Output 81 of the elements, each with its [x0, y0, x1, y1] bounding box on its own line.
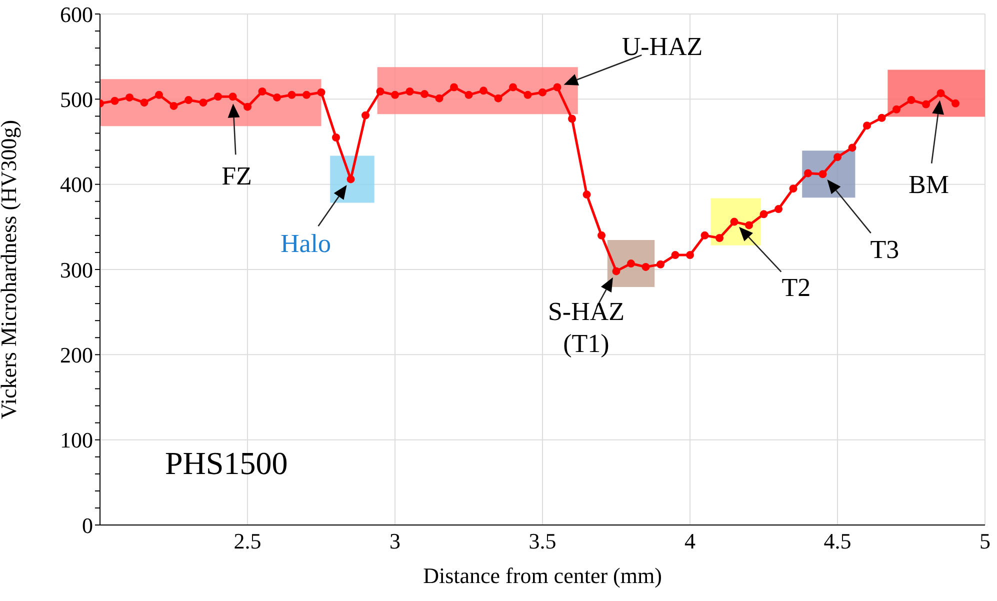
y-tick-label: 200 — [60, 342, 93, 368]
point — [878, 114, 886, 122]
point — [258, 88, 266, 96]
point — [214, 92, 222, 101]
y-tick-label: 600 — [60, 2, 93, 27]
y-tick-label: 500 — [60, 86, 93, 112]
point — [848, 144, 856, 152]
x-tick-label: 3.5 — [528, 528, 556, 554]
point — [553, 83, 562, 92]
point — [952, 99, 960, 108]
x-axis-title: Distance from center (mm) — [423, 563, 662, 588]
y-axis-title: Vickers Microhardness (HV300g) — [0, 120, 21, 420]
point — [228, 92, 237, 101]
point — [464, 90, 473, 99]
point — [818, 170, 827, 178]
point — [170, 102, 178, 110]
point — [907, 96, 916, 104]
point — [760, 210, 768, 218]
point — [509, 83, 517, 92]
point — [863, 122, 871, 130]
point — [568, 114, 576, 123]
point — [612, 267, 620, 276]
point — [716, 234, 724, 242]
point — [273, 93, 281, 102]
point — [317, 88, 326, 96]
point — [184, 96, 192, 104]
annotation: BM — [908, 170, 949, 200]
annotation: T3 — [870, 235, 900, 264]
point — [936, 89, 945, 98]
point — [302, 90, 310, 99]
point — [391, 90, 399, 99]
x-tick-label: 2.5 — [234, 528, 262, 554]
annotation: PHS1500 — [165, 445, 288, 482]
annotation: Halo — [280, 229, 332, 258]
point — [332, 133, 340, 142]
x-tick-label: 4.5 — [824, 528, 852, 554]
point — [922, 100, 930, 108]
point — [804, 169, 812, 178]
point — [288, 90, 296, 99]
annotation: S-HAZ (T1) — [548, 297, 625, 358]
point — [700, 231, 709, 240]
annotation: U-HAZ — [622, 32, 703, 62]
annotation: T2 — [782, 272, 811, 302]
point — [420, 90, 428, 98]
x-tick-label: 4 — [684, 528, 696, 554]
point — [686, 251, 694, 260]
point — [435, 94, 444, 102]
point — [346, 175, 355, 184]
x-tick-label: 3 — [390, 528, 400, 554]
point — [745, 221, 753, 230]
point — [155, 90, 163, 99]
point — [656, 260, 664, 268]
point — [582, 190, 591, 199]
y-tick-label: 300 — [60, 257, 93, 282]
y-tick-label: 100 — [60, 428, 93, 453]
point — [538, 88, 546, 96]
point — [126, 93, 134, 102]
point — [362, 111, 370, 120]
y-tick-label: 400 — [60, 172, 93, 198]
point — [834, 153, 842, 162]
annotation: FZ — [222, 162, 252, 191]
point — [598, 231, 606, 240]
point — [789, 184, 798, 193]
point — [244, 102, 252, 111]
point — [642, 262, 650, 271]
x-tick-label: 5 — [980, 528, 990, 554]
point — [494, 94, 502, 102]
point — [730, 218, 738, 226]
point — [140, 98, 148, 107]
point — [480, 86, 488, 95]
point — [627, 260, 635, 268]
point — [110, 96, 119, 105]
point — [774, 205, 782, 214]
point — [376, 88, 384, 96]
y-tick-label: 0 — [82, 512, 93, 538]
point — [524, 90, 532, 99]
point — [406, 88, 414, 96]
point — [199, 98, 208, 107]
point — [450, 83, 458, 92]
point — [892, 105, 900, 114]
point — [671, 251, 680, 260]
